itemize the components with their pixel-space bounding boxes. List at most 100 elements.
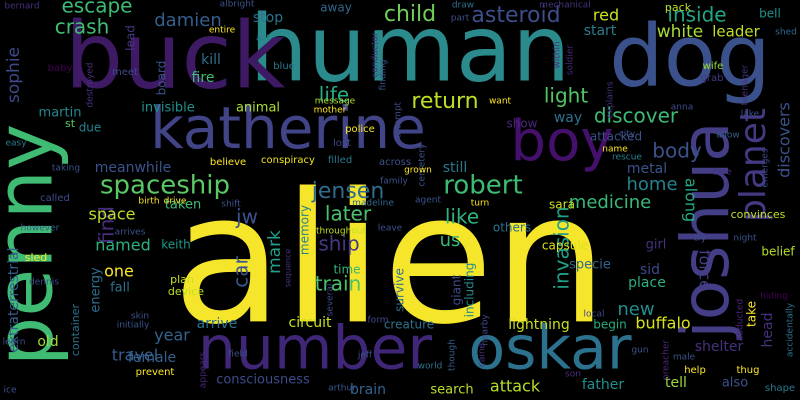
word: anna	[671, 103, 693, 113]
word: tell	[665, 375, 687, 391]
word: buffalo	[635, 314, 690, 333]
word: local	[584, 310, 605, 320]
word: try	[694, 234, 707, 244]
word: within	[553, 41, 563, 68]
word: number	[198, 314, 433, 384]
word: away	[320, 1, 352, 15]
word: attacked	[590, 130, 642, 144]
word: girl	[646, 238, 667, 253]
word: take	[745, 301, 759, 327]
word: taking	[52, 164, 80, 174]
word: new	[617, 299, 654, 320]
word: family	[380, 177, 408, 187]
word: circuit	[289, 315, 332, 331]
word: mother	[314, 106, 347, 116]
word: fall	[110, 281, 130, 296]
word: katherine	[150, 94, 426, 162]
word: world	[418, 362, 443, 372]
word: jw	[235, 205, 258, 229]
word: city	[619, 130, 636, 140]
word: part	[451, 14, 470, 24]
word: travel	[112, 346, 158, 365]
word: madeline	[352, 199, 394, 209]
word: hiding	[760, 292, 788, 302]
word: animal	[236, 101, 280, 116]
word: car	[229, 255, 253, 287]
word: attack	[490, 377, 541, 396]
word: easy	[5, 139, 27, 149]
word: body	[652, 139, 702, 163]
word: emerges	[761, 148, 771, 188]
word: ship	[318, 232, 359, 256]
word: shape	[765, 383, 795, 394]
word: white	[657, 22, 704, 42]
word: arthur	[328, 384, 356, 394]
word: including	[463, 263, 477, 318]
word: accidentally	[786, 302, 796, 357]
word: lake	[741, 110, 760, 120]
word: conductor	[371, 32, 381, 78]
word: sequence	[284, 249, 293, 288]
word: alien	[172, 155, 607, 364]
word: sara	[549, 198, 575, 212]
word: finding	[379, 59, 389, 90]
word: caine	[478, 342, 488, 367]
word: dog	[609, 6, 771, 106]
word: form	[368, 316, 389, 326]
word: inside	[667, 3, 726, 27]
word: creature	[384, 318, 434, 332]
word: destroyed	[86, 62, 96, 107]
word: allow	[716, 131, 739, 141]
word: gun	[631, 346, 648, 356]
word: crash	[55, 15, 110, 39]
word: draw	[452, 1, 474, 11]
word: pack	[665, 1, 692, 14]
word: train	[315, 272, 362, 296]
word: help	[684, 365, 706, 376]
word: consciousness	[216, 373, 310, 388]
word: father	[582, 377, 624, 393]
word: fire	[192, 70, 215, 86]
word: name	[602, 145, 628, 155]
word: attempt	[394, 101, 404, 138]
word: old	[37, 334, 58, 350]
word: others	[493, 221, 531, 235]
word: message	[315, 97, 356, 107]
word: lightning	[508, 317, 570, 333]
word: believe	[210, 157, 246, 168]
word: start	[584, 23, 617, 39]
word: skin	[131, 312, 149, 322]
word: grab	[701, 73, 724, 84]
word: night	[733, 234, 757, 244]
word: show	[506, 117, 537, 131]
word: medicine	[569, 192, 651, 213]
word: capsule	[542, 239, 588, 253]
word: oskar	[468, 314, 631, 384]
word: preacher	[662, 340, 672, 380]
word: along	[682, 178, 701, 222]
word: red	[593, 6, 619, 25]
word: across	[379, 157, 411, 168]
word: act	[256, 34, 270, 44]
word: drive	[164, 197, 187, 207]
word: penny	[0, 124, 70, 367]
word: container	[69, 303, 82, 356]
word: grown	[404, 166, 432, 176]
word: invisible	[141, 101, 194, 116]
word: begin	[593, 318, 627, 332]
word: leader	[712, 23, 760, 41]
word: martin	[39, 106, 82, 121]
word: taken	[165, 198, 201, 213]
word: sophie	[4, 47, 24, 103]
word: however	[21, 224, 60, 234]
word: wife	[703, 61, 724, 72]
word: discover	[594, 104, 679, 128]
word: several	[326, 284, 336, 317]
word: male	[673, 353, 696, 363]
word: home	[626, 174, 677, 195]
word: belief	[761, 245, 795, 259]
word: appears	[199, 352, 209, 389]
word: later	[325, 202, 372, 226]
word: soldier	[566, 45, 576, 75]
word: arrives	[115, 228, 146, 238]
